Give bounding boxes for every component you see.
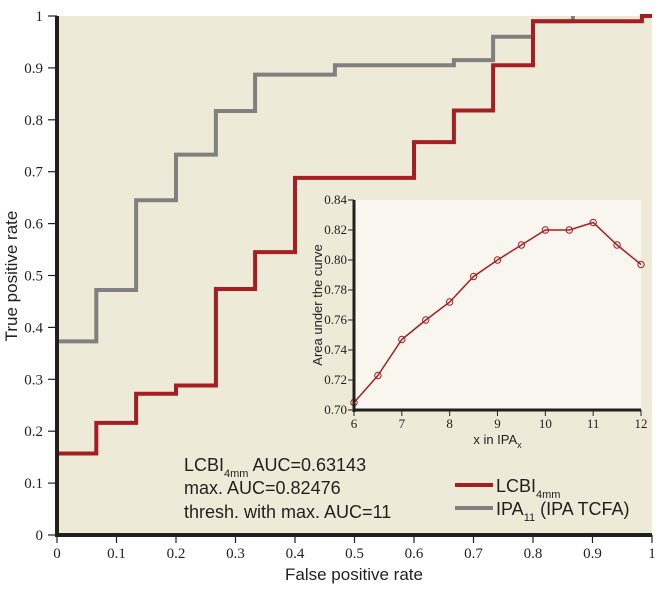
inset-x-axis-title-main: x in IPA: [473, 432, 517, 447]
x-axis-title: False positive rate: [285, 565, 423, 584]
inset-y-tick-label: 0.84: [324, 192, 347, 207]
inset-data-point: [589, 218, 597, 227]
x-tick-label: 0.2: [167, 546, 186, 562]
y-tick-label: 0.8: [24, 113, 43, 129]
x-tick-label: 0.9: [583, 546, 602, 562]
y-tick-label: 1: [36, 9, 44, 25]
legend-label-ipa: IPA11 (IPA TCFA): [496, 499, 629, 524]
y-tick-label: 0.3: [24, 372, 43, 388]
y-tick-label: 0.7: [24, 165, 43, 181]
inset-data-point: [517, 241, 526, 249]
annotation-auc-main: LCBI: [184, 455, 224, 475]
y-tick-label: 0: [36, 528, 44, 544]
inset-data-point: [565, 226, 573, 234]
inset-data-point: [422, 316, 430, 324]
inset-y-tick-label: 0.76: [324, 312, 347, 327]
inset-data-point: [374, 371, 382, 380]
inset-data-point: [398, 335, 406, 344]
inset-y-axis-title: Area under the curve: [310, 244, 325, 365]
inset-y-tick-label: 0.78: [324, 282, 347, 297]
inset-x-tick-label: 7: [399, 416, 406, 431]
inset-data-point: [637, 260, 645, 269]
inset-x-tick-label: 9: [494, 416, 501, 431]
y-tick-label: 0.2: [24, 424, 43, 440]
legend-label-lcbi: LCBI4mm: [496, 476, 560, 501]
y-tick-label: 0.5: [24, 269, 43, 285]
x-tick-label: 0.1: [107, 546, 126, 562]
x-tick-label: 0.5: [345, 546, 364, 562]
x-tick-label: 0.3: [226, 546, 245, 562]
inset-x-tick-label: 12: [635, 416, 648, 431]
annotation-auc: LCBI4mm AUC=0.63143: [184, 455, 366, 480]
legend-label-lcbi-main: LCBI: [496, 476, 536, 496]
inset-y-tick-label: 0.70: [324, 402, 347, 417]
x-tick-label: 0: [53, 546, 61, 562]
inset-y-tick-label: 0.80: [324, 252, 347, 267]
inset-data-point: [445, 298, 454, 306]
inset-chart: 6 7 8 9 10 11 12 0.70 0.72 0.74 0.76 0.78 0.80 0.82 0.…: [310, 192, 648, 450]
annotation-auc-sub: 4mm: [224, 468, 248, 480]
inset-y-tick-label: 0.72: [324, 372, 347, 387]
inset-x-tick-label: 10: [539, 416, 552, 431]
inset-y-tick-label: 0.82: [324, 222, 347, 237]
inset-x-tick-label: 8: [446, 416, 453, 431]
annotation-auc-rest: AUC=0.63143: [248, 455, 366, 475]
annotation-threshold: thresh. with max. AUC=11: [184, 502, 391, 522]
y-tick-label: 0.9: [24, 61, 43, 77]
x-tick-label: 0.8: [524, 546, 543, 562]
series-line-lcbi4mm: [57, 14, 652, 456]
inset-data-point: [613, 241, 621, 249]
inset-y-tick-label: 0.74: [324, 342, 347, 357]
x-tick-label: 0.6: [405, 546, 424, 562]
inset-data-point: [493, 256, 502, 264]
legend-label-ipa-sub: 11: [524, 512, 535, 524]
legend: LCBI4mm IPA11 (IPA TCFA): [455, 476, 629, 524]
y-tick-label: 0.1: [24, 476, 43, 492]
y-tick-label: 0.4: [24, 320, 43, 336]
x-tick-label: 0.4: [286, 546, 305, 562]
inset-x-axis-title: x in IPAx: [473, 432, 522, 450]
x-tick-label: 1: [648, 546, 656, 562]
series-line-ipa11: [57, 16, 575, 344]
legend-label-ipa-main: IPA: [496, 499, 524, 519]
inset-x-tick-label: 11: [587, 416, 600, 431]
inset-series-line: [353, 221, 642, 403]
legend-label-lcbi-sub: 4mm: [536, 489, 560, 501]
x-tick-label: 0.7: [464, 546, 483, 562]
y-axis-title: True positive rate: [2, 211, 21, 342]
inset-data-point: [541, 226, 550, 234]
inset-plot-area: [354, 200, 641, 410]
inset-x-axis-title-sub: x: [517, 440, 522, 450]
legend-label-ipa-suffix: (IPA TCFA): [535, 499, 629, 519]
annotation-max-auc: max. AUC=0.82476: [184, 478, 341, 498]
inset-x-tick-label: 6: [351, 416, 358, 431]
y-tick-label: 0.6: [24, 217, 43, 233]
inset-data-point: [469, 272, 478, 281]
